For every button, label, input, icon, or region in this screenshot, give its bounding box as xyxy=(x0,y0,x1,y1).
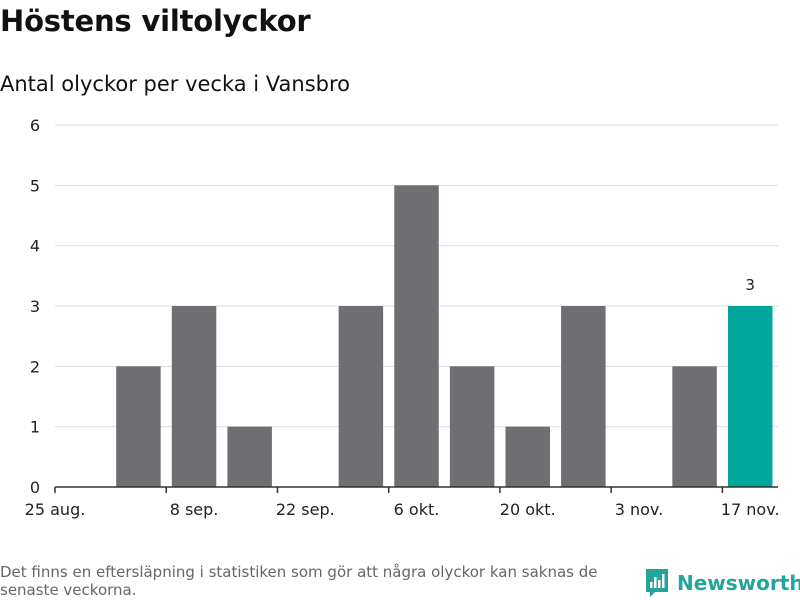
y-tick-label: 0 xyxy=(30,478,40,497)
x-tick-label: 25 aug. xyxy=(25,500,86,519)
y-tick-label: 1 xyxy=(30,418,40,437)
newsworthy-logo-icon xyxy=(646,569,668,597)
bar xyxy=(561,306,606,487)
bar xyxy=(672,366,717,487)
data-label: 3 xyxy=(745,276,755,294)
bar xyxy=(227,426,272,487)
bar xyxy=(505,426,550,487)
bar xyxy=(394,185,439,488)
chart-title: Höstens viltolyckor xyxy=(0,4,311,38)
x-tick-label: 3 nov. xyxy=(615,500,664,519)
bar xyxy=(171,306,217,487)
bar-chart: 0 1 2 3 4 5 6 3 25 aug. 8 sep. 22 sep. 6 okt. 20 okt… xyxy=(25,116,780,519)
x-tick-label: 6 okt. xyxy=(394,500,440,519)
bar xyxy=(116,366,161,487)
bar xyxy=(449,366,495,487)
bar-highlight xyxy=(727,306,773,487)
x-tick-label: 22 sep. xyxy=(276,500,335,519)
brand-name: Newsworthy xyxy=(677,571,800,595)
bar xyxy=(338,306,384,487)
footnote: Det finns en eftersläpning i statistiken… xyxy=(0,563,598,599)
y-tick-label: 6 xyxy=(30,116,40,135)
y-tick-label: 5 xyxy=(30,176,40,195)
x-tick-label: 17 nov. xyxy=(721,500,780,519)
chart-subtitle: Antal olyckor per vecka i Vansbro xyxy=(0,72,351,96)
x-tick-label: 8 sep. xyxy=(170,500,219,519)
newsworthy-logo[interactable]: Newsworthy xyxy=(645,568,800,598)
x-tick-label: 20 okt. xyxy=(500,500,556,519)
y-tick-label: 4 xyxy=(30,237,40,256)
y-tick-label: 2 xyxy=(30,357,40,376)
y-tick-label: 3 xyxy=(30,297,40,316)
